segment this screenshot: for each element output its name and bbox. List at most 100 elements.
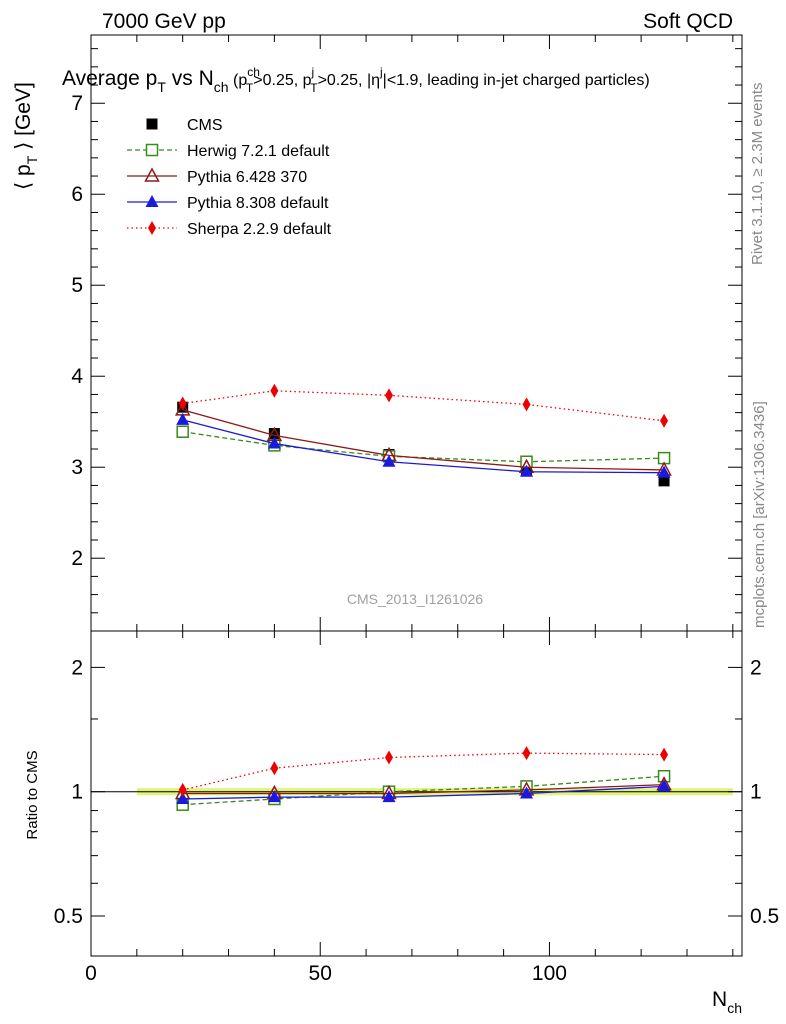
main-4-data-point <box>660 413 669 428</box>
xlabel-main: N <box>712 988 727 1011</box>
ratio-2-series <box>176 779 671 805</box>
legend-label: Herwig 7.2.1 default <box>187 143 330 160</box>
title-cut2-val: >0.25, |η <box>318 72 380 89</box>
legend-marker <box>144 167 160 182</box>
title-cut1: (p <box>229 72 248 89</box>
title-cut2-sup: j <box>311 65 315 79</box>
ratio-y-tick-label: 2 <box>71 656 83 679</box>
legend-marker <box>148 221 156 235</box>
rivet-label: Rivet 3.1.10, ≥ 2.3M events <box>749 83 766 266</box>
ratio-y-tick-label-right: 0.5 <box>750 905 779 928</box>
main-3-data-point <box>520 464 534 477</box>
title-cut2-sub: T <box>310 81 318 95</box>
y-tick-label: 3 <box>71 456 83 479</box>
analysis-watermark: CMS_2013_I1261026 <box>347 591 483 607</box>
legend-marker <box>145 143 159 157</box>
legend-item: Pythia 6.428 370 <box>127 167 307 186</box>
main-1-series <box>176 425 671 469</box>
legend-marker <box>146 118 158 130</box>
title-eta-val: |<1.9, leading in-jet charged particles) <box>383 72 650 89</box>
y-tick-label: 2 <box>71 547 83 570</box>
main-1-series-line <box>182 431 665 463</box>
ratio-series-group <box>174 746 672 811</box>
legend-marker <box>145 195 159 207</box>
main-4-series-line <box>182 390 665 422</box>
main-4-data-point <box>178 396 187 411</box>
title-sub-t: T <box>157 79 166 95</box>
main-3-data-point <box>176 412 190 425</box>
ratio-y-tick-label-right: 2 <box>750 656 762 679</box>
y-tick-label: 4 <box>71 365 83 388</box>
legend-item: Pythia 8.308 default <box>127 195 329 212</box>
ratio-3-data-point <box>270 761 279 776</box>
ratio-3-series-line <box>182 752 665 791</box>
ratio-2-data-point <box>520 786 534 799</box>
ratio-2-data-point <box>267 790 281 803</box>
ratio-3-data-point <box>660 747 669 762</box>
ratio-3-data-point <box>178 782 187 797</box>
y-tick-label: 7 <box>71 92 83 115</box>
x-tick-label: 50 <box>309 962 332 985</box>
title-prefix: Average p <box>62 67 157 90</box>
x-tick-label: 100 <box>532 962 567 985</box>
ratio-y-tick-label: 1 <box>71 781 83 804</box>
ratio-2-data-point <box>176 792 190 805</box>
ylabel-sub: T <box>24 155 40 164</box>
main-4-data-point <box>522 397 531 412</box>
legend-label: Sherpa 2.2.9 default <box>187 221 332 238</box>
main-3-data-point <box>267 436 281 449</box>
xlabel-sub: ch <box>727 1000 742 1016</box>
mcplots-label: mcplots.cern.ch [arXiv:1306.3436] <box>751 401 768 628</box>
main-0-data-point <box>268 428 280 440</box>
main-3-data-point <box>657 465 671 478</box>
ratio-3-data-point <box>384 750 393 765</box>
title-cut1-sub: T <box>246 81 254 95</box>
x-tick-label: 0 <box>85 962 97 985</box>
legend: CMS Herwig 7.2.1 default Pythia 6.428 370 P… <box>127 117 332 238</box>
legend-item: Herwig 7.2.1 default <box>127 143 330 160</box>
main-series-group <box>174 383 672 487</box>
ratio-1-series <box>174 776 672 800</box>
main-3-series <box>176 412 671 478</box>
plot-title: Average pT vs Nch (pch T>0.25, pj T>0.25, … <box>62 65 650 95</box>
main-y-axis-label: ⟨ pT ⟩ [GeV] <box>12 82 40 190</box>
ratio-y-tick-label: 0.5 <box>54 905 83 928</box>
header-right: Soft QCD <box>643 10 733 33</box>
main-4-data-point <box>270 383 279 398</box>
ratio-y-tick-label-right: 1 <box>750 781 762 804</box>
ylabel-unit: ⟩ [GeV] <box>12 82 35 156</box>
ratio-y-axis-label: Ratio to CMS <box>24 750 41 839</box>
legend-label: CMS <box>187 117 223 134</box>
legend-label: Pythia 8.308 default <box>187 195 329 212</box>
main-0-data-point <box>658 475 670 487</box>
ratio-2-data-point <box>657 779 671 792</box>
main-1-data-point <box>176 425 189 438</box>
main-4-series <box>178 383 669 428</box>
main-3-data-point <box>382 454 396 467</box>
legend-item: CMS <box>146 117 223 134</box>
main-2-series-line <box>182 409 665 471</box>
main-axis-ticks: 2 3 4 5 6 7 <box>71 35 742 631</box>
main-4-data-point <box>384 388 393 403</box>
ratio-axis-ticks: 0 50 100 0.5 0.5 1 1 2 2 <box>54 631 779 985</box>
ratio-plot-frame <box>90 630 743 957</box>
y-tick-label: 6 <box>71 183 83 206</box>
title-cut1-sup: ch <box>247 65 260 79</box>
main-3-series-line <box>182 419 665 474</box>
ratio-2-data-point <box>382 790 396 803</box>
legend-item: Sherpa 2.2.9 default <box>127 221 332 238</box>
title-cut1-val: >0.25, p <box>253 72 311 89</box>
ratio-3-data-point <box>522 746 531 761</box>
ylabel-main: ⟨ p <box>12 164 35 190</box>
y-tick-label: 5 <box>71 274 83 297</box>
x-axis-label: Nch <box>712 988 742 1016</box>
legend-label: Pythia 6.428 370 <box>187 169 307 186</box>
title-vs: vs N <box>166 67 214 90</box>
ratio-3-series <box>178 746 669 797</box>
main-0-series <box>177 401 670 487</box>
header-left: 7000 GeV pp <box>102 10 226 33</box>
title-sub-ch: ch <box>214 79 229 95</box>
ratio-panel: 0 50 100 0.5 0.5 1 1 2 2 Ratio to CMS Nch <box>24 630 779 1016</box>
